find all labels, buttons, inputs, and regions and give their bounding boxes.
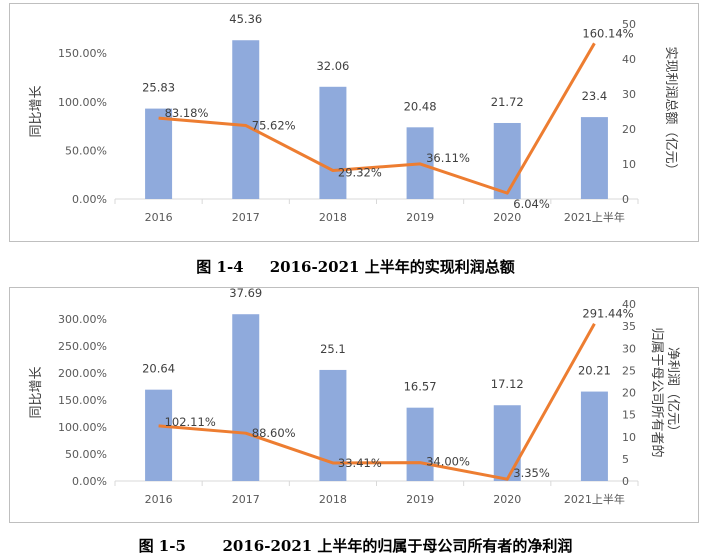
line-value-label: 291.44%: [582, 307, 633, 321]
figure-caption-1-4: 图 1-4 2016-2021 上半年的实现利润总额: [0, 256, 711, 277]
y-left-tick-label: 50.00%: [65, 144, 107, 157]
x-tick-label: 2020: [493, 493, 521, 506]
chart-panel-profit-total: 0.00% 50.00% 100.00% 150.00% 0 10 20 30 40 50 同比增长…: [9, 3, 699, 242]
x-tick-label: 2017: [232, 493, 260, 506]
x-tick-label: 2018: [319, 493, 347, 506]
bar-value-label: 25.83: [142, 81, 175, 95]
y-left-axis-title: 同比增长: [29, 366, 44, 418]
y-right-tick-label: 30: [622, 342, 636, 355]
growth-line: [158, 322, 596, 481]
bar-value-label: 45.36: [229, 12, 262, 26]
y-right-axis-title: 实现利润总额（亿元）: [663, 46, 678, 176]
x-tick-label: 2019: [406, 211, 434, 224]
bar-value-label: 32.06: [316, 59, 349, 73]
bar: [493, 122, 521, 199]
bar-value-label: 20.48: [404, 99, 437, 113]
bar-value-label: 25.1: [320, 342, 346, 356]
bar-value-label: 20.21: [578, 364, 611, 378]
line-value-label: 83.18%: [165, 106, 209, 120]
bar: [406, 407, 434, 481]
y-left-axis-title: 同比增长: [29, 85, 44, 137]
bar: [319, 86, 347, 199]
y-left-tick-label: 50.00%: [65, 448, 107, 461]
y-left-tick-label: 250.00%: [58, 340, 107, 353]
y-left-tick-label: 0.00%: [72, 193, 107, 206]
bar: [580, 117, 608, 199]
x-tick-label: 2016: [145, 493, 173, 506]
line-value-label: 33.41%: [338, 456, 382, 470]
y-right-tick-label: 40: [622, 298, 636, 311]
y-right-tick-label: 20: [622, 387, 636, 400]
x-tick-label: 2016: [145, 211, 173, 224]
y-right-tick-label: 25: [622, 364, 636, 377]
growth-line: [158, 42, 596, 195]
bar-value-label: 20.64: [142, 362, 175, 376]
figure-caption-1-5: 图 1-5 2016-2021 上半年的归属于母公司所有者的净利润: [0, 535, 711, 556]
y-right-tick-label: 10: [622, 431, 636, 444]
line-value-label: 75.62%: [252, 118, 296, 132]
y-left-tick-label: 100.00%: [58, 421, 107, 434]
y-right-tick-label: 0: [622, 193, 629, 206]
line-value-label: 3.35%: [513, 466, 550, 480]
y-right-tick-label: 40: [622, 53, 636, 66]
bar: [145, 389, 173, 481]
caption-number: 图 1-5: [138, 537, 186, 555]
caption-title: 2016-2021 上半年的实现利润总额: [269, 258, 515, 276]
y-right-tick-label: 5: [622, 453, 629, 466]
line-value-label: 36.11%: [426, 151, 470, 165]
x-tick-label: 2017: [232, 211, 260, 224]
y-right-tick-label: 20: [622, 123, 636, 136]
y-right-tick-label: 35: [622, 320, 636, 333]
chart-net-profit: 0.00% 50.00% 100.00% 150.00% 200.00% 250.00% 3…: [29, 286, 680, 506]
chart-panel-net-profit: 0.00% 50.00% 100.00% 150.00% 200.00% 250.00% 3…: [9, 286, 699, 523]
y-right-tick-label: 50: [622, 18, 636, 31]
line-value-label: 160.14%: [582, 26, 633, 40]
y-left-tick-label: 150.00%: [58, 394, 107, 407]
caption-title: 2016-2021 上半年的归属于母公司所有者的净利润: [222, 537, 573, 555]
line-value-label: 34.00%: [426, 455, 470, 469]
y-left-tick-label: 300.00%: [58, 313, 107, 326]
x-tick-label: 2019: [406, 493, 434, 506]
y-right-tick-label: 10: [622, 158, 636, 171]
chart-profit-total: 0.00% 50.00% 100.00% 150.00% 0 10 20 30 40 50 同比增长…: [29, 12, 678, 224]
line-value-label: 29.32%: [338, 165, 382, 179]
y-right-tick-label: 0: [622, 475, 629, 488]
y-right-tick-label: 30: [622, 88, 636, 101]
y-left-tick-label: 0.00%: [72, 475, 107, 488]
bar-value-label: 17.12: [491, 377, 524, 391]
line-value-label: 102.11%: [165, 415, 216, 429]
x-tick-label: 2021上半年: [564, 492, 625, 506]
bar: [580, 391, 608, 481]
y-left-tick-label: 150.00%: [58, 47, 107, 60]
line-value-label: 88.60%: [252, 426, 296, 440]
bar: [232, 314, 260, 481]
bar: [145, 108, 173, 199]
y-left-tick-label: 200.00%: [58, 367, 107, 380]
y-right-axis-title: 净利润（亿元）: [665, 347, 680, 438]
bar-value-label: 21.72: [491, 95, 524, 109]
y-left-tick-label: 100.00%: [58, 96, 107, 109]
x-tick-label: 2021上半年: [564, 210, 625, 224]
x-tick-label: 2018: [319, 211, 347, 224]
line-value-label: 6.04%: [513, 197, 550, 211]
bar-value-label: 23.4: [582, 89, 608, 103]
bar: [232, 40, 260, 199]
bar-value-label: 16.57: [404, 380, 437, 394]
x-tick-label: 2020: [493, 211, 521, 224]
bar-value-label: 37.69: [229, 288, 262, 300]
bar: [493, 405, 521, 481]
y-right-axis-title: 归属于母公司所有者的: [649, 327, 665, 457]
caption-number: 图 1-4: [196, 258, 244, 276]
y-right-tick-label: 15: [622, 409, 636, 422]
